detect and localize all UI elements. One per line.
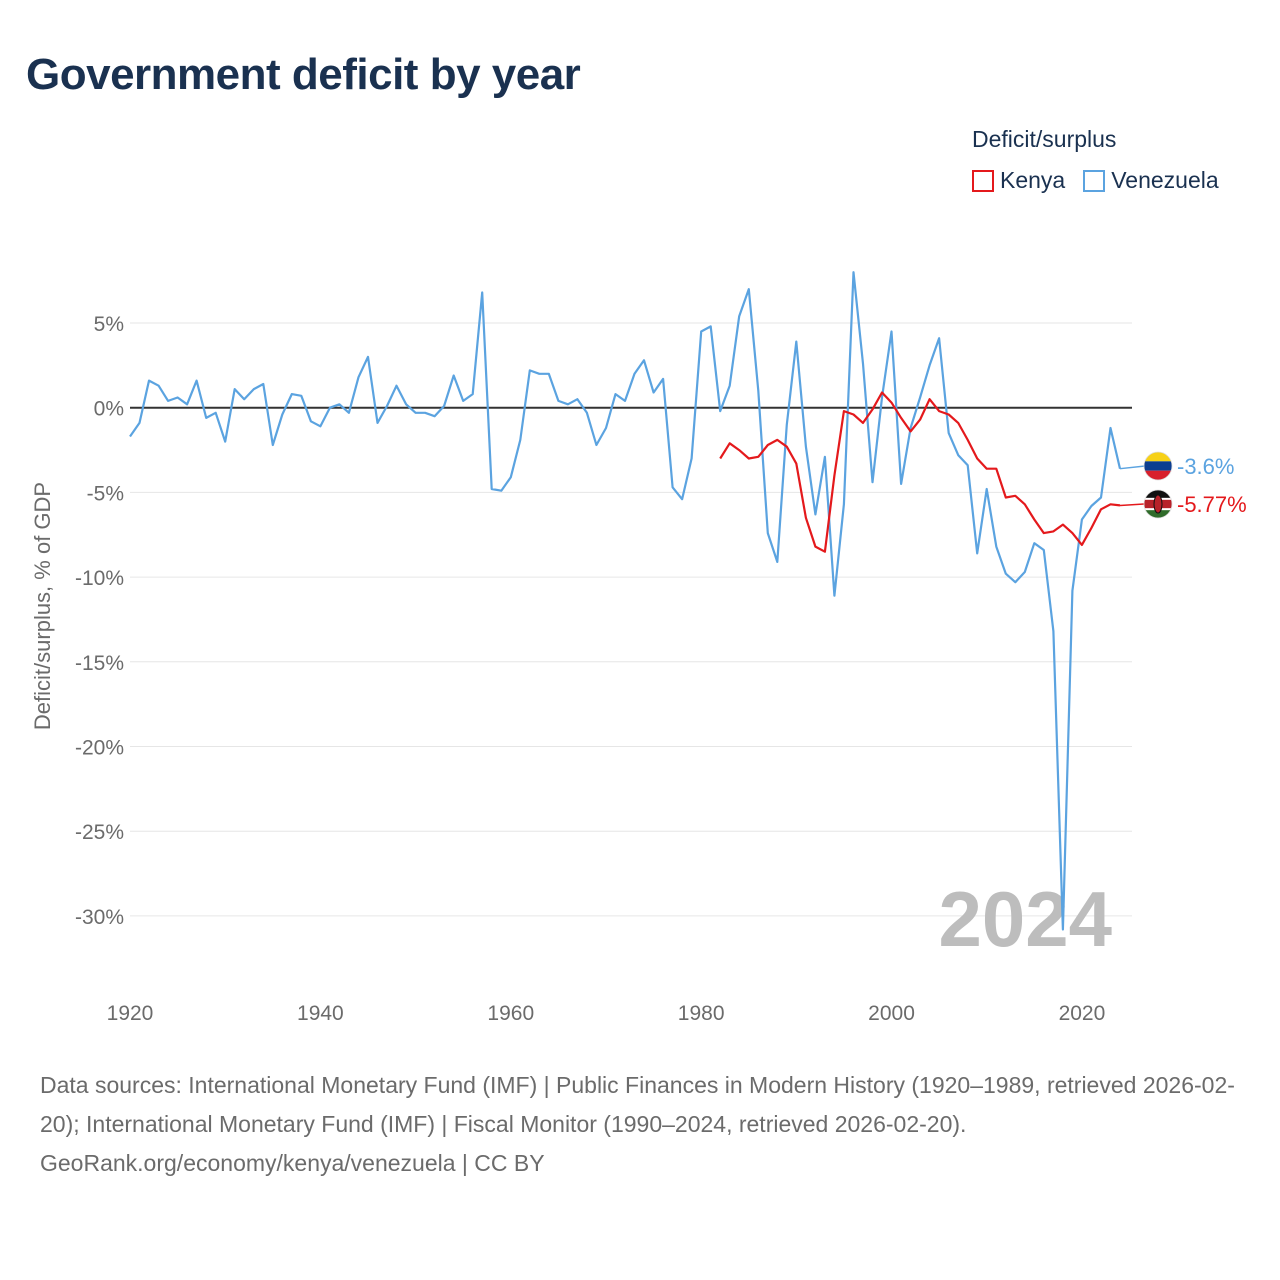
end-connector-venezuela bbox=[1119, 465, 1146, 470]
y-tick-label: -30% bbox=[75, 906, 124, 929]
legend-item-venezuela[interactable]: Venezuela bbox=[1083, 167, 1219, 194]
credit-link[interactable]: GeoRank.org/economy/kenya/venezuela | CC… bbox=[40, 1150, 545, 1176]
y-tick-label: -15% bbox=[75, 652, 124, 675]
x-tick-label: 1960 bbox=[487, 1002, 534, 1025]
series-line-kenya[interactable] bbox=[719, 391, 1121, 553]
legend: Kenya Venezuela bbox=[972, 167, 1237, 194]
year-watermark: 2024 bbox=[938, 875, 1112, 963]
footer: Data sources: International Monetary Fun… bbox=[40, 1066, 1240, 1183]
series-lines bbox=[129, 271, 1122, 931]
chart-title: Government deficit by year bbox=[26, 50, 581, 99]
end-label-venezuela: -3.6% bbox=[1177, 454, 1234, 479]
legend-title: Deficit/surplus bbox=[972, 126, 1117, 152]
end-connector-kenya bbox=[1119, 503, 1146, 507]
y-axis-label: Deficit/surplus, % of GDP bbox=[30, 482, 55, 730]
kenya-flag-icon bbox=[1143, 489, 1173, 519]
legend-item-kenya[interactable]: Kenya bbox=[972, 167, 1065, 194]
x-tick-label: 2000 bbox=[868, 1002, 915, 1025]
y-axis-ticks: 5% 0% -5% -10% -15% -20% -25% -30% bbox=[75, 313, 124, 929]
venezuela-flag-icon bbox=[1143, 451, 1173, 481]
legend-label-kenya: Kenya bbox=[1000, 167, 1066, 193]
x-axis-ticks: 1920 1940 1960 1980 2000 2020 bbox=[107, 1002, 1106, 1025]
line-chart: 5% 0% -5% -10% -15% -20% -25% -30% 1920 1940 1960… bbox=[30, 271, 1247, 1025]
y-tick-label: -5% bbox=[87, 482, 124, 505]
y-tick-label: -10% bbox=[75, 567, 124, 590]
series-line-venezuela[interactable] bbox=[129, 271, 1122, 931]
end-labels: -3.6% -5.77% bbox=[1119, 451, 1247, 519]
y-tick-label: 0% bbox=[94, 398, 124, 421]
grid-lines bbox=[130, 322, 1132, 917]
data-sources: Data sources: International Monetary Fun… bbox=[40, 1072, 1235, 1137]
x-tick-label: 2020 bbox=[1059, 1002, 1106, 1025]
end-label-kenya: -5.77% bbox=[1177, 492, 1247, 517]
x-tick-label: 1920 bbox=[107, 1002, 154, 1025]
y-tick-label: -25% bbox=[75, 821, 124, 844]
y-tick-label: 5% bbox=[94, 313, 124, 336]
legend-label-venezuela: Venezuela bbox=[1111, 167, 1219, 193]
x-tick-label: 1940 bbox=[297, 1002, 344, 1025]
legend-swatch-venezuela bbox=[1083, 169, 1106, 192]
x-tick-label: 1980 bbox=[678, 1002, 725, 1025]
legend-swatch-kenya bbox=[972, 169, 994, 192]
y-tick-label: -20% bbox=[75, 737, 124, 760]
